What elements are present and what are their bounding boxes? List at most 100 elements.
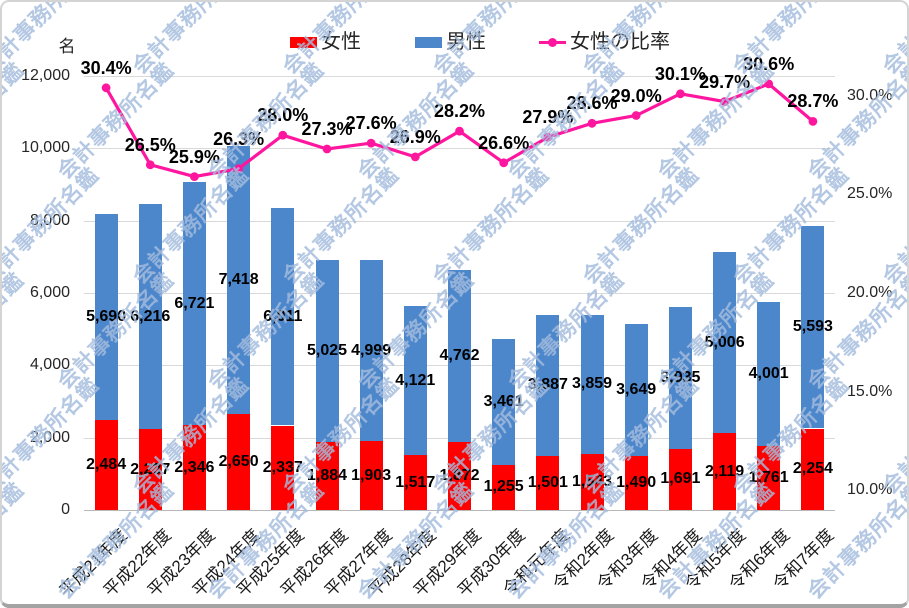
- primary-axis-tick-label: 8,000: [29, 211, 70, 229]
- bar-male-segment: [138, 204, 162, 430]
- legend-item-male: 男性: [415, 31, 486, 53]
- female-value-label: 1,501: [527, 473, 568, 491]
- legend-label-female-ratio: 女性の比率: [570, 31, 670, 53]
- watermark: 会計事務所名鑑: [578, 163, 704, 289]
- bar-male-segment: [580, 314, 604, 455]
- primary-axis-tick-label: 0: [61, 501, 70, 518]
- secondary-axis-tick-label: 15.0%: [847, 382, 893, 400]
- bar-female-segment: [403, 455, 427, 510]
- ratio-percent-label: 30.4%: [80, 57, 132, 78]
- secondary-axis-tick-label: 25.0%: [847, 185, 893, 203]
- male-value-label: 3,887: [527, 376, 568, 394]
- watermark: 会計事務所名鑑: [878, 163, 909, 289]
- ratio-percent-label: 26.6%: [478, 132, 530, 153]
- bar-male-segment: [448, 270, 471, 443]
- bar-male-segment: [403, 306, 427, 456]
- ratio-percent-label: 26.3%: [213, 128, 265, 149]
- bar-female-segment: [448, 442, 471, 510]
- bar-female-segment: [801, 428, 825, 510]
- female-value-label: 2,650: [218, 453, 259, 471]
- bar-female-segment: [492, 464, 516, 510]
- grid-line: [84, 220, 835, 222]
- ratio-percent-label: 26.9%: [389, 126, 441, 147]
- bar-male-segment: [668, 306, 692, 449]
- female-value-label: 1,872: [439, 467, 480, 485]
- female-value-label: 1,903: [351, 466, 392, 484]
- line-point-marker: [808, 117, 818, 126]
- male-value-label: 5,593: [792, 318, 833, 336]
- ratio-percent-label: 28.7%: [787, 91, 839, 112]
- primary-axis-tick-label: 12,000: [21, 67, 70, 84]
- primary-axis-tick-label: 4,000: [29, 356, 70, 374]
- male-value-label: 6,721: [174, 294, 215, 312]
- ratio-percent-label: 28.2%: [433, 101, 486, 122]
- male-value-label: 4,762: [439, 347, 480, 365]
- primary-axis-tick-label: 10,000: [21, 139, 70, 157]
- bar-female-segment: [182, 425, 206, 510]
- bar-male-segment: [94, 214, 118, 421]
- line-point-marker: [499, 158, 509, 168]
- bar-male-segment: [536, 315, 560, 456]
- bar-female-segment: [227, 414, 251, 510]
- bar-male-segment: [492, 339, 516, 465]
- watermark: 会計事務所名鑑: [728, 163, 854, 289]
- watermark: 会計事務所名鑑: [203, 478, 329, 604]
- ratio-percent-label: 30.6%: [743, 53, 795, 74]
- bar-male-segment: [757, 301, 781, 447]
- bar-female-segment: [757, 446, 781, 510]
- female-value-label: 2,237: [130, 460, 171, 478]
- secondary-axis-tick-label: 20.0%: [847, 284, 893, 301]
- male-value-label: 3,859: [571, 375, 613, 393]
- male-value-label: 4,999: [351, 341, 392, 359]
- grid-line: [84, 76, 835, 77]
- female-value-label: 1,761: [748, 469, 789, 487]
- line-point-marker: [190, 172, 199, 182]
- bar-male-segment: [624, 324, 648, 457]
- line-point-marker: [410, 152, 420, 162]
- bar-male-segment: [801, 226, 825, 429]
- watermark: 会計事務所名鑑: [0, 478, 29, 604]
- bar-male-segment: [271, 208, 295, 426]
- secondary-axis-tick-label: 10.0%: [847, 481, 893, 499]
- bar-female-segment: [536, 455, 560, 510]
- watermark: 会計事務所名鑑: [428, 163, 554, 289]
- primary-axis-unit-label: 名: [58, 37, 76, 56]
- legend-item-female-ratio: 女性の比率: [539, 31, 670, 53]
- female-value-label: 1,543: [571, 473, 613, 491]
- ratio-percent-label: 30.1%: [654, 63, 706, 84]
- male-value-label: 5,690: [86, 308, 127, 326]
- bar-female-segment: [271, 425, 295, 510]
- male-value-label: 5,006: [704, 333, 745, 351]
- male-value-label: 4,001: [748, 365, 789, 382]
- legend-label-male: 男性: [446, 31, 486, 53]
- bar-female-segment: [668, 448, 692, 510]
- female-value-label: 2,484: [86, 456, 127, 474]
- female-value-label: 1,490: [616, 474, 657, 492]
- bar-male-segment: [713, 252, 737, 434]
- female-value-label: 1,255: [483, 478, 524, 496]
- primary-axis-tick-label: 6,000: [29, 284, 70, 301]
- male-value-label: 7,418: [218, 271, 259, 288]
- watermark: 会計事務所名鑑: [278, 163, 404, 289]
- bar-female-segment: [359, 441, 383, 510]
- male-value-label: 4,121: [395, 371, 436, 389]
- bar-female-segment: [315, 441, 339, 510]
- female-value-label: 2,337: [262, 458, 303, 476]
- male-value-label: 3,935: [660, 368, 701, 386]
- bar-male-segment: [227, 145, 251, 415]
- male-value-label: 6,216: [130, 307, 171, 325]
- female-value-label: 2,254: [792, 460, 833, 478]
- male-series-swatch: [415, 36, 442, 48]
- female-value-label: 2,346: [174, 458, 215, 476]
- secondary-axis-tick-label: 30.0%: [847, 86, 893, 104]
- legend-item-female: 女性: [290, 31, 361, 53]
- ratio-percent-label: 25.9%: [168, 146, 220, 167]
- bar-male-segment: [315, 260, 339, 442]
- female-value-label: 1,884: [306, 466, 348, 484]
- primary-axis-tick-label: 2,000: [29, 428, 70, 446]
- line-point-marker: [720, 97, 729, 106]
- female-value-label: 1,691: [660, 470, 701, 488]
- grid-line: [84, 510, 835, 511]
- bar-male-segment: [182, 182, 206, 426]
- female-value-label: 1,517: [395, 473, 436, 491]
